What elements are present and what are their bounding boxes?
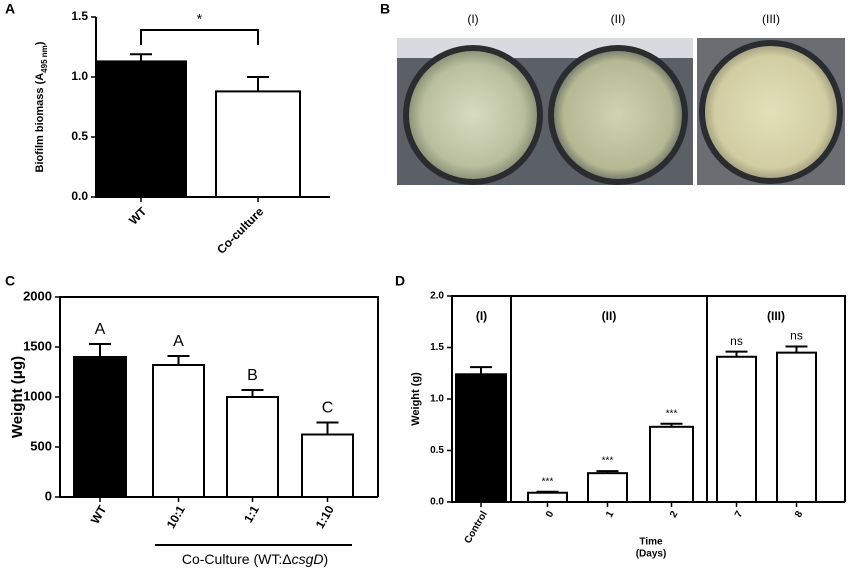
group-letter: B <box>247 367 258 384</box>
x-tick-label: WT <box>126 204 150 228</box>
well-label: (II) <box>611 12 626 26</box>
bar <box>152 364 205 498</box>
significance: *** <box>542 476 554 487</box>
panel-letter: D <box>395 273 405 289</box>
y-tick-label: 0.0 <box>71 189 88 203</box>
region-label: (I) <box>476 309 487 323</box>
x-tick-label: 1:1 <box>241 503 262 525</box>
group-letter: C <box>322 400 334 417</box>
y-tick-label: 0 <box>45 488 52 503</box>
x-axis-label: Time <box>639 537 663 548</box>
group-label: Co-Culture (WT:ΔcsgD) <box>182 551 328 567</box>
x-tick-label: 7 <box>733 509 746 520</box>
significance: *** <box>666 408 678 419</box>
x-tick-label: WT <box>88 503 110 527</box>
y-tick-label: 0.0 <box>430 497 444 508</box>
region-label: (III) <box>767 309 785 323</box>
group-label-part: ) <box>323 551 328 567</box>
x-tick-label: 0 <box>544 509 557 520</box>
y-tick-label: 500 <box>30 438 52 453</box>
region-label: (II) <box>602 309 617 323</box>
y-tick-label: 2.0 <box>430 291 444 302</box>
bar <box>455 373 507 503</box>
x-tick-label: 10:1 <box>164 503 188 531</box>
significance: ns <box>730 334 743 348</box>
panel-letter: A <box>5 1 15 17</box>
significance-bracket <box>140 29 259 45</box>
bar <box>226 396 279 498</box>
y-tick-label: 0.5 <box>71 129 88 143</box>
y-axis-label-part: 495 nm <box>40 45 49 73</box>
bar <box>776 351 817 503</box>
y-tick-label: 0.5 <box>430 445 444 456</box>
bar <box>95 60 187 199</box>
well-label: (III) <box>762 12 780 26</box>
y-axis-label-part: Biofilm biomass (A <box>34 73 46 173</box>
bar <box>73 356 127 498</box>
bar <box>649 425 694 503</box>
group-label-part: Co-Culture (WT:Δ <box>182 551 292 567</box>
panel-letter: B <box>380 1 390 17</box>
y-tick-label: 1000 <box>23 388 52 403</box>
significance: *** <box>602 456 614 467</box>
panel-b-photos <box>397 38 845 185</box>
group-letter: A <box>95 321 106 338</box>
x-tick-label: Co-culture <box>214 204 267 257</box>
y-axis-label: Biofilm biomass (A495 nm) <box>34 41 49 172</box>
x-axis-label: (Days) <box>636 549 667 560</box>
significance: * <box>197 11 203 27</box>
y-tick-label: 1.5 <box>71 9 88 23</box>
x-tick-label: 1:10 <box>313 503 337 531</box>
y-tick-label: 1.0 <box>430 394 444 405</box>
x-tick-label: 2 <box>668 509 681 520</box>
y-axis-label-part: ) <box>34 41 46 45</box>
x-tick-label: 1 <box>604 509 617 520</box>
bar <box>301 433 354 498</box>
y-axis-label-part: Weight (g) <box>410 372 422 426</box>
bar <box>716 355 757 503</box>
x-tick-label: Control <box>463 509 490 545</box>
group-label-part: csgD <box>292 551 324 567</box>
y-axis-label-part: Weight (μg) <box>9 356 26 438</box>
panel-letter: C <box>5 273 15 289</box>
bar <box>587 472 628 504</box>
y-tick-label: 2000 <box>23 288 52 303</box>
bar <box>527 491 568 504</box>
y-axis-label: Weight (g) <box>410 372 422 426</box>
y-tick-label: 1.5 <box>430 342 444 353</box>
x-tick-label: 8 <box>793 509 806 520</box>
bar <box>215 90 301 198</box>
y-tick-label: 1.0 <box>71 69 88 83</box>
significance: ns <box>790 329 803 343</box>
y-tick-label: 1500 <box>23 338 52 353</box>
y-axis-label: Weight (μg) <box>9 356 26 438</box>
well-label: (I) <box>467 12 478 26</box>
group-letter: A <box>173 333 184 350</box>
